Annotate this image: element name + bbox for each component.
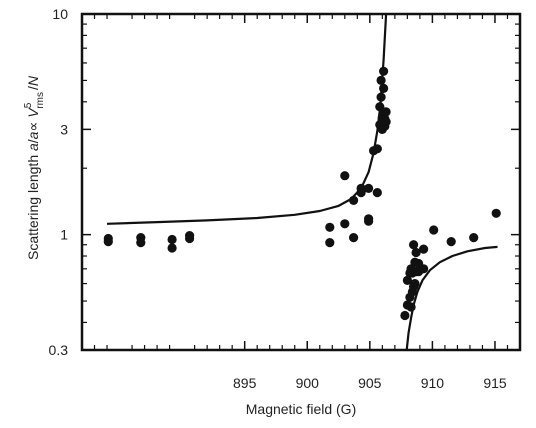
y-axis-label-n: N: [25, 75, 41, 86]
data-point: [185, 233, 195, 244]
y-tick-label-0.3: 0.3: [49, 342, 69, 358]
data-point: [340, 171, 350, 181]
x-tick-label-905: 905: [358, 375, 382, 391]
y-axis-label-sup: 5: [23, 102, 34, 108]
y-axis-label: Scattering length a/a∝ V5rms/N: [23, 75, 46, 260]
data-point: [372, 144, 382, 154]
x-tick-label-915: 915: [483, 375, 507, 391]
data-point: [364, 183, 374, 193]
y-tick-label-1: 1: [60, 227, 68, 243]
y-tick-label-10: 10: [52, 6, 68, 22]
x-axis-label: Magnetic field (G): [246, 401, 356, 417]
data-point: [325, 222, 335, 232]
x-tick-label-910: 910: [421, 375, 445, 391]
data-point: [364, 216, 374, 226]
data-point: [411, 247, 421, 258]
y-axis-label-slash: /: [25, 139, 41, 143]
data-point: [356, 183, 366, 193]
y-axis-label-prefix: Scattering length: [25, 151, 41, 260]
data-point: [400, 310, 410, 321]
data-point: [379, 66, 389, 76]
data-point: [340, 219, 350, 229]
data-point: [381, 107, 391, 117]
data-point: [349, 195, 359, 205]
data-point: [446, 237, 456, 247]
data-point: [410, 279, 420, 289]
y-axis-label-sub: rms: [35, 92, 46, 109]
data-point: [349, 233, 359, 243]
data-point: [381, 117, 391, 127]
data-point: [379, 83, 389, 93]
plot-area: [80, 12, 522, 352]
data-point: [325, 238, 335, 248]
data-point: [103, 237, 113, 247]
fit-curve-1: [405, 245, 498, 351]
data-point: [136, 238, 146, 248]
data-point: [469, 233, 479, 243]
plot-frame: [80, 12, 522, 352]
data-point: [419, 244, 429, 254]
y-axis-label-v: V: [25, 107, 41, 118]
fit-curve-0: [106, 13, 388, 225]
data-point: [406, 302, 416, 312]
y-tick-label-3: 3: [60, 121, 68, 137]
data-point: [402, 275, 412, 285]
data-point: [409, 240, 419, 250]
y-axis-label-a2: a: [25, 131, 41, 139]
y-axis-label-suffix: /: [25, 86, 41, 90]
x-tick-label-900: 900: [296, 375, 320, 391]
data-point: [376, 75, 386, 85]
data-point: [167, 234, 177, 245]
y-axis-label-a1: a: [25, 143, 41, 151]
data-point: [429, 225, 439, 235]
data-point: [167, 243, 177, 253]
y-axis-label-propto: ∝: [25, 118, 41, 132]
data-point: [419, 264, 429, 274]
data-point: [491, 208, 501, 218]
data-point: [372, 188, 382, 198]
x-tick-label-895: 895: [233, 375, 257, 391]
data-point: [376, 92, 386, 102]
